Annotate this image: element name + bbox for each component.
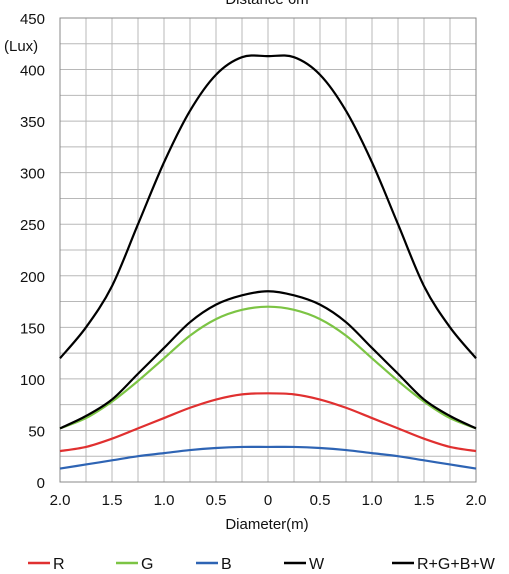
y-tick-label: 200	[20, 269, 45, 286]
x-tick-label: 2.0	[50, 492, 71, 509]
y-tick-labels: 0 50 100 150 200 250 300 350 400 450	[20, 11, 45, 492]
y-tick-label: 150	[20, 320, 45, 337]
y-tick-label: 50	[28, 423, 45, 440]
legend-item: R+G+B+W	[392, 556, 496, 573]
x-tick-label: 1.5	[414, 492, 435, 509]
series-line-r-g-b-w	[59, 290, 477, 430]
legend-label: B	[221, 556, 232, 573]
legend-label: R+G+B+W	[417, 556, 496, 573]
x-tick-label: 1.5	[102, 492, 123, 509]
y-tick-label: 300	[20, 166, 45, 183]
y-axis-unit-label: (Lux)	[4, 38, 38, 55]
x-axis-label: Diameter(m)	[225, 516, 308, 533]
legend-item: B	[196, 556, 232, 573]
chart-title: Distance 6m	[225, 0, 308, 8]
series-line-g	[59, 305, 477, 430]
legend: R G B W R+G+B+W	[28, 556, 496, 573]
y-tick-label: 400	[20, 63, 45, 80]
legend-label: G	[141, 556, 153, 573]
plot-frame	[59, 17, 477, 483]
grid	[59, 17, 477, 483]
y-tick-label: 450	[20, 11, 45, 28]
y-tick-label: 250	[20, 217, 45, 234]
legend-label: R	[53, 556, 65, 573]
x-tick-label: 1.0	[362, 492, 383, 509]
x-tick-label: 0.5	[206, 492, 227, 509]
legend-item: R	[28, 556, 65, 573]
x-tick-labels: 2.0 1.5 1.0 0.5 0 0.5 1.0 1.5 2.0	[50, 492, 487, 509]
series-lines	[59, 54, 477, 470]
series-line-b	[59, 445, 477, 470]
x-tick-label: 0.5	[310, 492, 331, 509]
legend-label: W	[309, 556, 325, 573]
x-tick-label: 1.0	[154, 492, 175, 509]
series-line-w	[59, 54, 477, 359]
legend-item: W	[284, 556, 325, 573]
x-tick-label: 0	[264, 492, 272, 509]
y-tick-label: 0	[37, 475, 45, 492]
legend-item: G	[116, 556, 153, 573]
x-tick-label: 2.0	[466, 492, 487, 509]
y-tick-label: 350	[20, 114, 45, 131]
series-line-r	[59, 392, 477, 453]
y-tick-label: 100	[20, 372, 45, 389]
